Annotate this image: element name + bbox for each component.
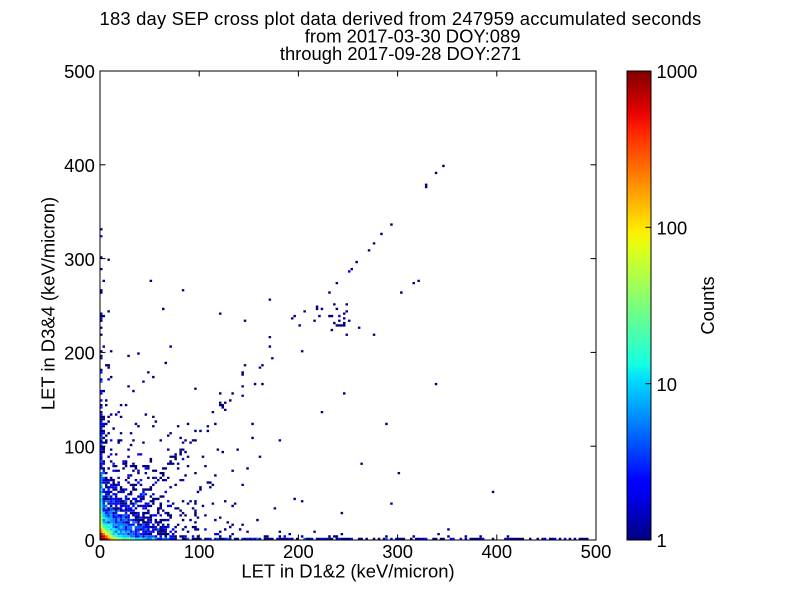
svg-text:400: 400 — [481, 541, 512, 562]
svg-text:400: 400 — [64, 155, 95, 176]
svg-text:500: 500 — [581, 541, 612, 562]
svg-text:200: 200 — [64, 343, 95, 364]
svg-text:300: 300 — [64, 249, 95, 270]
svg-text:300: 300 — [382, 541, 413, 562]
svg-text:100: 100 — [657, 218, 688, 239]
svg-text:100: 100 — [64, 436, 95, 457]
svg-text:1000: 1000 — [657, 61, 698, 82]
svg-text:200: 200 — [283, 541, 314, 562]
svg-text:183 day SEP cross plot data de: 183 day SEP cross plot data derived from… — [100, 8, 702, 29]
svg-text:1: 1 — [657, 530, 667, 551]
svg-text:Counts: Counts — [697, 276, 718, 334]
svg-text:10: 10 — [657, 374, 677, 395]
svg-text:LET in D1&2 (keV/micron): LET in D1&2 (keV/micron) — [241, 561, 454, 582]
svg-text:0: 0 — [85, 530, 95, 551]
svg-text:from 2017-03-30 DOY:089: from 2017-03-30 DOY:089 — [305, 26, 521, 47]
svg-text:0: 0 — [95, 541, 105, 562]
svg-text:LET in D3&4 (keV/micron): LET in D3&4 (keV/micron) — [38, 197, 59, 410]
svg-text:500: 500 — [64, 61, 95, 82]
svg-text:through 2017-09-28 DOY:271: through 2017-09-28 DOY:271 — [280, 43, 521, 64]
svg-text:100: 100 — [184, 541, 215, 562]
